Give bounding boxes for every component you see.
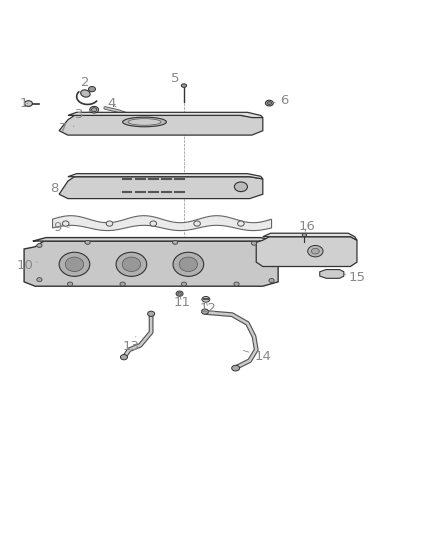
Text: 10: 10 — [17, 259, 37, 272]
Ellipse shape — [123, 117, 166, 127]
Ellipse shape — [81, 90, 90, 97]
Ellipse shape — [181, 282, 187, 286]
Ellipse shape — [120, 282, 125, 286]
Text: 8: 8 — [50, 182, 65, 195]
Ellipse shape — [265, 100, 273, 106]
Ellipse shape — [128, 119, 161, 125]
Text: 5: 5 — [171, 71, 184, 85]
Ellipse shape — [307, 246, 323, 257]
Ellipse shape — [90, 107, 99, 113]
Ellipse shape — [232, 365, 240, 371]
Ellipse shape — [311, 248, 319, 254]
Polygon shape — [256, 237, 357, 266]
Ellipse shape — [173, 252, 204, 276]
Ellipse shape — [37, 278, 42, 281]
Polygon shape — [33, 238, 278, 245]
Ellipse shape — [88, 86, 95, 92]
Ellipse shape — [234, 282, 239, 286]
Ellipse shape — [37, 244, 42, 247]
Ellipse shape — [269, 279, 274, 282]
Ellipse shape — [237, 221, 244, 226]
Ellipse shape — [302, 233, 307, 237]
Ellipse shape — [106, 221, 113, 226]
Ellipse shape — [181, 84, 187, 87]
Ellipse shape — [177, 292, 181, 295]
Ellipse shape — [116, 252, 147, 276]
Text: 1: 1 — [20, 97, 28, 110]
Text: 12: 12 — [200, 302, 216, 314]
Ellipse shape — [176, 291, 183, 296]
Ellipse shape — [173, 240, 178, 245]
Ellipse shape — [179, 257, 198, 271]
Polygon shape — [53, 216, 272, 231]
Ellipse shape — [251, 241, 257, 245]
Polygon shape — [68, 112, 263, 118]
Ellipse shape — [120, 354, 127, 360]
Text: 11: 11 — [173, 296, 190, 309]
Ellipse shape — [59, 252, 90, 276]
Ellipse shape — [85, 240, 90, 245]
Ellipse shape — [122, 257, 141, 271]
Text: 7: 7 — [59, 122, 74, 135]
Polygon shape — [59, 115, 263, 135]
Ellipse shape — [148, 311, 155, 317]
Text: 6: 6 — [272, 94, 289, 108]
Ellipse shape — [67, 282, 73, 286]
Ellipse shape — [267, 102, 272, 104]
Ellipse shape — [201, 309, 208, 314]
Text: 15: 15 — [344, 271, 365, 284]
Ellipse shape — [194, 221, 200, 226]
Ellipse shape — [63, 221, 69, 226]
Ellipse shape — [92, 108, 97, 112]
Text: 3: 3 — [74, 108, 92, 120]
Text: 16: 16 — [298, 220, 315, 233]
Ellipse shape — [65, 257, 84, 271]
Ellipse shape — [202, 296, 210, 302]
Ellipse shape — [234, 182, 247, 191]
Text: 4: 4 — [107, 97, 116, 110]
Text: 13: 13 — [123, 336, 140, 353]
Text: 9: 9 — [53, 221, 70, 233]
Polygon shape — [59, 177, 263, 199]
Text: 14: 14 — [244, 350, 271, 363]
Polygon shape — [68, 174, 263, 179]
Ellipse shape — [25, 101, 32, 107]
Polygon shape — [24, 241, 278, 286]
Text: 2: 2 — [81, 76, 90, 89]
Ellipse shape — [150, 221, 156, 226]
Polygon shape — [263, 233, 357, 240]
Polygon shape — [320, 270, 344, 278]
